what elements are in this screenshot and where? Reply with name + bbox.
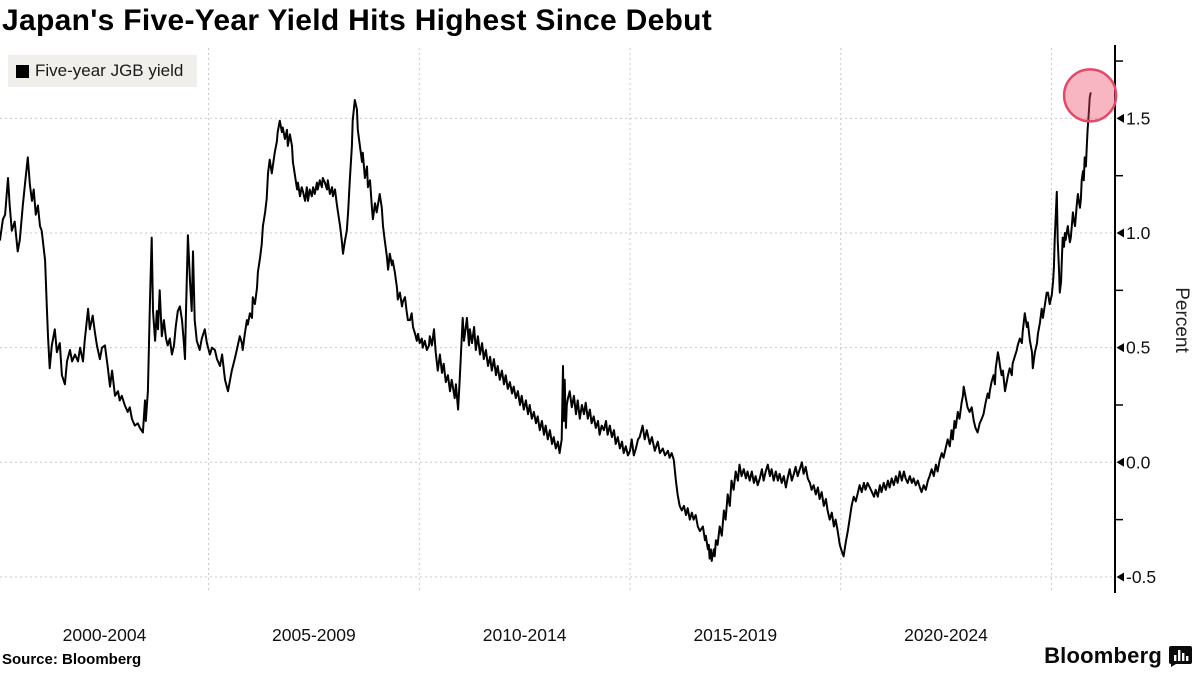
bloomberg-wordmark: Bloomberg <box>1044 643 1162 668</box>
y-tick-arrow-icon <box>1116 113 1124 123</box>
x-tick-label: 2005-2009 <box>272 625 356 645</box>
highlight-circle <box>1062 68 1118 123</box>
y-tick-label: -0.5 <box>1126 567 1156 587</box>
y-tick-label: 0.0 <box>1126 452 1151 472</box>
legend-square-swatch-icon <box>16 64 29 78</box>
yield-line <box>0 92 1092 562</box>
legend: Five-year JGB yield <box>8 55 198 87</box>
y-tick-arrow-icon <box>1116 457 1124 467</box>
y-tick-label: 1.0 <box>1126 223 1151 243</box>
y-tick-arrow-icon <box>1116 572 1124 582</box>
source-note: Source: Bloomberg <box>2 651 142 668</box>
x-tick-label: 2010-2014 <box>483 625 567 645</box>
bloomberg-terminal-icon <box>1169 645 1192 667</box>
x-tick-label: 2000-2004 <box>63 625 147 645</box>
legend-label: Five-year JGB yield <box>35 61 184 80</box>
y-tick-arrow-icon <box>1116 343 1124 353</box>
y-tick-label: 0.5 <box>1126 338 1150 358</box>
y-tick-label: 1.5 <box>1126 108 1150 128</box>
x-tick-label: 2015-2019 <box>693 625 777 645</box>
page-title: Japan's Five-Year Yield Hits Highest Sin… <box>2 4 713 37</box>
y-axis-title: Percent <box>1171 287 1192 353</box>
bloomberg-brand: Bloomberg <box>1044 643 1192 669</box>
x-tick-label: 2020-2024 <box>904 625 988 645</box>
y-tick-arrow-icon <box>1116 228 1124 238</box>
